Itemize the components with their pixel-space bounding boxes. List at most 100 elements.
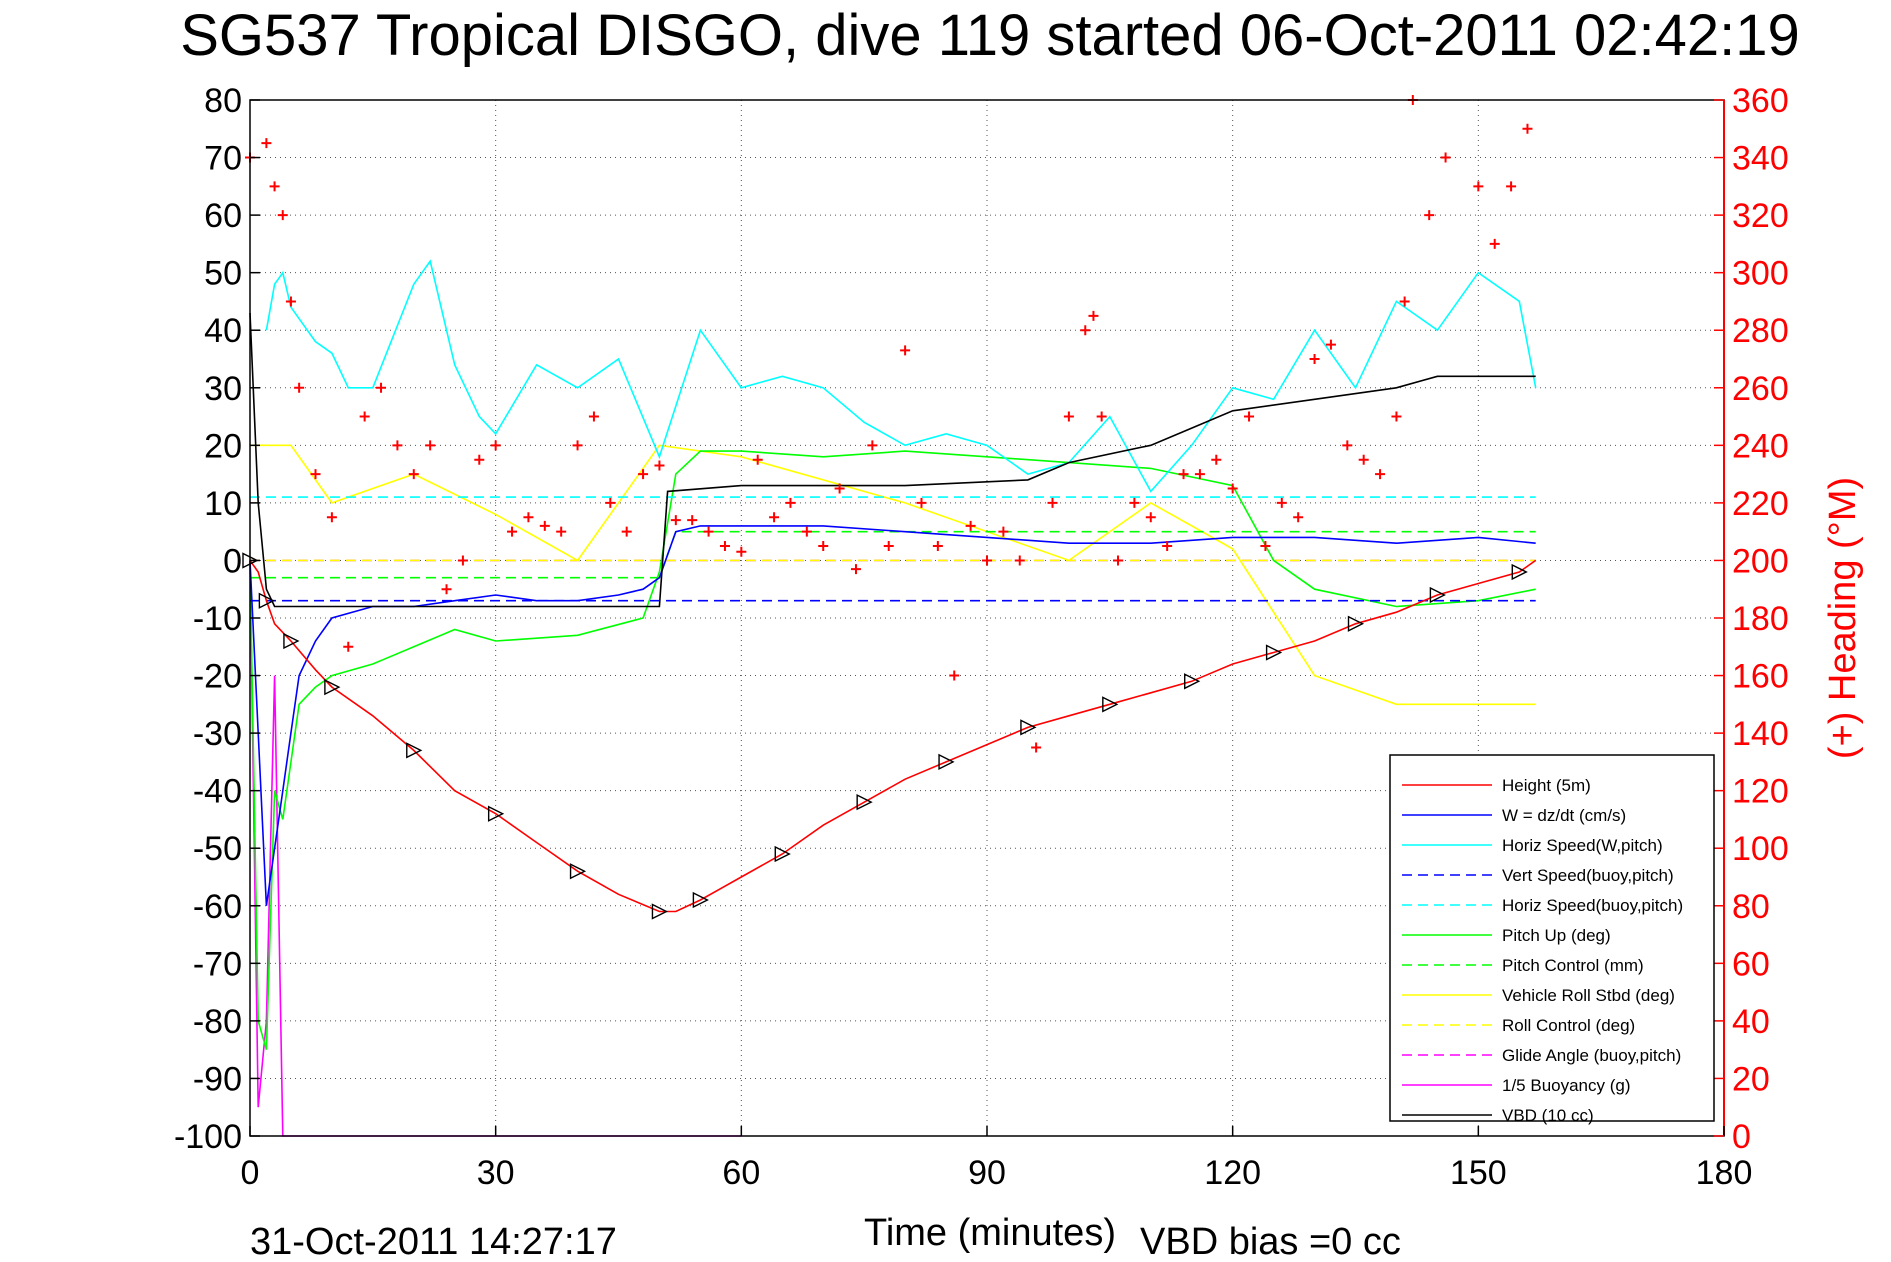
footer-vbd-bias: VBD bias =0 cc bbox=[1140, 1221, 1401, 1262]
heading-marker bbox=[1276, 497, 1287, 508]
y-tick-label: -70 bbox=[193, 945, 242, 983]
heading-marker bbox=[703, 526, 714, 537]
height-triangle-marker bbox=[487, 805, 505, 822]
x-tick-label: 0 bbox=[241, 1154, 260, 1192]
legend-label-1-5-buoyancy-g: 1/5 Buoyancy (g) bbox=[1502, 1076, 1631, 1095]
heading-marker bbox=[261, 138, 272, 149]
y-tick-label: -50 bbox=[193, 830, 242, 868]
heading-marker bbox=[1375, 469, 1386, 480]
y-right-tick-label: 80 bbox=[1732, 888, 1770, 926]
heading-marker bbox=[949, 670, 960, 681]
y-right-tick-label: 0 bbox=[1732, 1118, 1751, 1156]
heading-marker bbox=[1358, 454, 1369, 465]
heading-marker bbox=[1088, 310, 1099, 321]
legend-label-w-dz-dt-cm-s: W = dz/dt (cm/s) bbox=[1502, 806, 1626, 825]
legend: Height (5m) W = dz/dt (cm/s) Horiz Speed(W… bbox=[1389, 754, 1715, 1125]
legend-label-horiz-speed-buoy-pitch: Horiz Speed(buoy,pitch) bbox=[1502, 896, 1683, 915]
heading-marker bbox=[638, 469, 649, 480]
heading-marker bbox=[850, 564, 861, 575]
heading-marker bbox=[1399, 296, 1410, 307]
heading-marker bbox=[621, 526, 632, 537]
y-right-tick-label: 320 bbox=[1732, 197, 1789, 235]
y-tick-label: 70 bbox=[204, 140, 242, 178]
y-tick-label: 80 bbox=[204, 82, 242, 120]
legend-label-roll-control-deg: Roll Control (deg) bbox=[1502, 1016, 1635, 1035]
heading-marker bbox=[1506, 181, 1517, 192]
heading-marker bbox=[310, 469, 321, 480]
heading-marker bbox=[982, 555, 992, 566]
heading-marker bbox=[1260, 541, 1271, 552]
heading-marker bbox=[916, 497, 927, 508]
y-right-tick-label: 140 bbox=[1732, 715, 1789, 753]
heading-marker bbox=[719, 541, 730, 552]
heading-marker bbox=[769, 512, 780, 523]
legend-label-horiz-speed-w-pitch: Horiz Speed(W,pitch) bbox=[1502, 836, 1663, 855]
heading-marker bbox=[1178, 469, 1189, 480]
heading-marker bbox=[654, 460, 665, 471]
heading-marker bbox=[572, 440, 583, 451]
y-tick-label: -40 bbox=[193, 773, 242, 811]
y-right-tick-label: 180 bbox=[1732, 600, 1789, 638]
heading-marker bbox=[1211, 454, 1222, 465]
x-tick-label: 30 bbox=[477, 1154, 515, 1192]
heading-markers bbox=[245, 95, 1533, 753]
y-right-tick-label: 240 bbox=[1732, 427, 1789, 465]
series-line-vehicle-roll-stbd-deg bbox=[250, 444, 1536, 706]
heading-marker bbox=[376, 382, 387, 393]
heading-marker bbox=[1113, 555, 1124, 566]
height-triangle-marker bbox=[569, 863, 587, 880]
heading-marker bbox=[1489, 238, 1500, 249]
y-right-tick-label: 200 bbox=[1732, 542, 1789, 580]
y-right-tick-label: 220 bbox=[1732, 485, 1789, 523]
y-tick-label: 10 bbox=[204, 485, 242, 523]
heading-marker bbox=[343, 641, 354, 652]
series-line-w-dz-dt-cm-s bbox=[249, 525, 1536, 906]
height-triangle-marker bbox=[406, 742, 423, 759]
heading-marker bbox=[1080, 325, 1091, 336]
heading-marker bbox=[1129, 497, 1140, 508]
heading-marker bbox=[1063, 411, 1074, 422]
y-right-tick-label: 40 bbox=[1732, 1003, 1770, 1041]
heading-marker bbox=[1424, 210, 1435, 221]
legend-label-pitch-control-mm: Pitch Control (mm) bbox=[1502, 956, 1644, 975]
heading-marker bbox=[818, 541, 829, 552]
height-triangle-markers bbox=[242, 552, 1528, 920]
y-tick-label: -20 bbox=[193, 658, 242, 696]
legend-label-height-5m: Height (5m) bbox=[1502, 776, 1591, 795]
heading-marker bbox=[277, 210, 288, 221]
y-tick-label: -60 bbox=[193, 888, 242, 926]
height-triangle-marker bbox=[258, 592, 275, 609]
heading-marker bbox=[1325, 339, 1336, 350]
heading-marker bbox=[523, 512, 534, 523]
height-triangle-marker bbox=[1020, 719, 1037, 736]
legend-label-vbd-10-cc: VBD (10 cc) bbox=[1502, 1106, 1594, 1125]
height-triangle-marker bbox=[1265, 644, 1283, 661]
y-right-tick-label: 100 bbox=[1732, 830, 1789, 868]
heading-marker bbox=[457, 555, 468, 566]
heading-marker bbox=[900, 345, 911, 356]
height-triangle-marker bbox=[1347, 615, 1365, 632]
y-tick-label: -90 bbox=[193, 1060, 242, 1098]
chart-title: SG537 Tropical DISGO, dive 119 started 0… bbox=[180, 3, 1800, 68]
y-right-axis-label: (+) Heading (°M) bbox=[1822, 477, 1864, 759]
heading-marker bbox=[507, 526, 518, 537]
x-tick-label: 60 bbox=[722, 1154, 760, 1192]
series-line-pitch-control-mm bbox=[250, 530, 1536, 579]
heading-marker bbox=[269, 181, 280, 192]
series-line-horiz-speed-w-pitch bbox=[265, 259, 1537, 493]
height-triangle-marker bbox=[283, 632, 300, 650]
heading-marker bbox=[1244, 411, 1255, 422]
heading-marker bbox=[1522, 123, 1533, 134]
height-triangle-marker bbox=[856, 794, 873, 811]
heading-marker bbox=[1047, 497, 1058, 508]
heading-marker bbox=[1293, 512, 1304, 523]
y-tick-label: 60 bbox=[204, 197, 242, 235]
heading-marker bbox=[474, 454, 485, 465]
y-tick-label: 20 bbox=[204, 427, 242, 465]
legend-label-vehicle-roll-stbd-deg: Vehicle Roll Stbd (deg) bbox=[1502, 986, 1675, 1005]
heading-marker bbox=[1096, 411, 1107, 422]
heading-marker bbox=[670, 515, 681, 526]
x-axis-label: Time (minutes) bbox=[864, 1212, 1116, 1254]
heading-marker bbox=[425, 440, 436, 451]
